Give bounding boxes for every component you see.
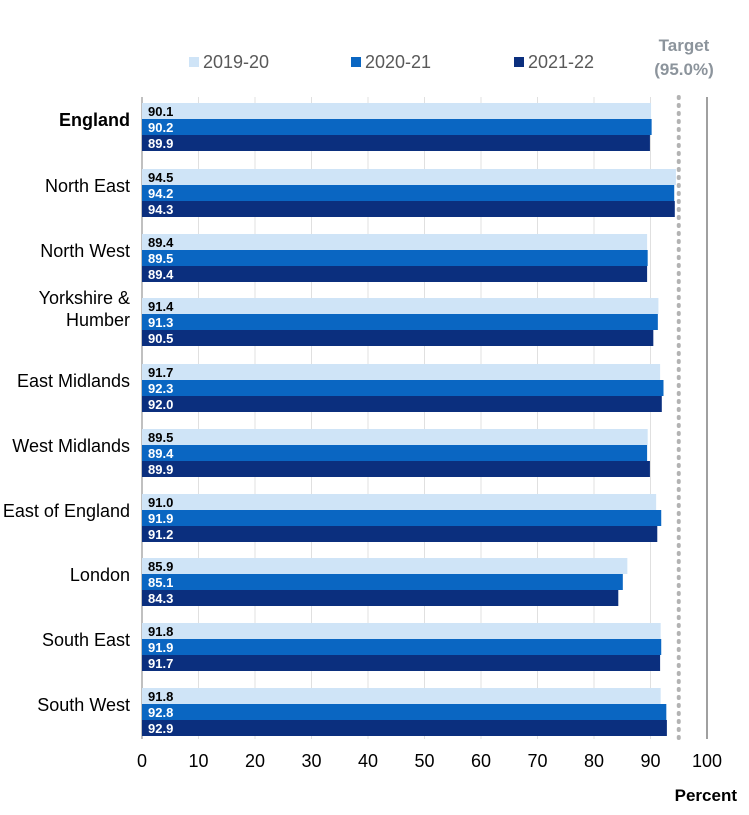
legend-swatch-2020-21 [351, 57, 361, 67]
value-label-west-midlands-2021-22: 89.9 [148, 462, 173, 477]
bar-east-of-england-2020-21 [142, 510, 662, 526]
x-tick-label-80: 80 [584, 751, 604, 771]
bar-london-2020-21 [142, 574, 623, 590]
value-label-north-east-2020-21: 94.2 [148, 186, 173, 201]
bar-south-east-2019-20 [142, 623, 661, 639]
category-labels: England North East North West Yorkshire &Hu… [3, 110, 130, 715]
category-label-east-of-england: East of England [3, 501, 130, 521]
x-tick-label-50: 50 [414, 751, 434, 771]
bar-east-of-england-2021-22 [142, 526, 658, 542]
bar-london-2021-22 [142, 590, 619, 606]
value-label-south-west-2021-22: 92.9 [148, 721, 173, 736]
bar-south-west-2020-21 [142, 704, 667, 720]
category-label-england: England [59, 110, 130, 130]
bar-london-2019-20 [142, 558, 628, 574]
bar-england-2021-22 [142, 135, 650, 151]
value-label-north-west-2021-22: 89.4 [148, 267, 174, 282]
value-label-north-west-2020-21: 89.5 [148, 251, 173, 266]
value-label-england-2021-22: 89.9 [148, 136, 173, 151]
value-label-east-midlands-2019-20: 91.7 [148, 365, 173, 380]
target-label: Target (95.0%) [654, 36, 714, 79]
legend-label-2019-20: 2019-20 [203, 52, 269, 72]
bar-yorkshire-humber-2020-21 [142, 314, 658, 330]
target-label-line-2: (95.0%) [654, 60, 714, 79]
legend-label-2020-21: 2020-21 [365, 52, 431, 72]
bar-north-east-2019-20 [142, 169, 676, 185]
value-label-london-2021-22: 84.3 [148, 591, 173, 606]
bar-england-2019-20 [142, 103, 652, 119]
value-label-east-of-england-2020-21: 91.9 [148, 511, 173, 526]
legend-label-2021-22: 2021-22 [528, 52, 594, 72]
bar-south-west-2021-22 [142, 720, 667, 736]
value-label-england-2019-20: 90.1 [148, 104, 173, 119]
value-label-east-of-england-2019-20: 91.0 [148, 495, 173, 510]
x-tick-label-90: 90 [640, 751, 660, 771]
value-label-west-midlands-2019-20: 89.5 [148, 430, 173, 445]
bar-north-west-2019-20 [142, 234, 648, 250]
category-label-south-east: South East [42, 630, 130, 650]
category-label-west-midlands: West Midlands [12, 436, 130, 456]
bar-north-east-2020-21 [142, 185, 675, 201]
value-label-yorkshire-humber-2021-22: 90.5 [148, 331, 173, 346]
value-label-south-east-2019-20: 91.8 [148, 624, 173, 639]
category-label-yorkshire-humber-line-1: Yorkshire & [39, 288, 130, 308]
x-tick-label-0: 0 [137, 751, 147, 771]
legend-swatch-2019-20 [189, 57, 199, 67]
bar-south-east-2020-21 [142, 639, 662, 655]
value-label-south-west-2020-21: 92.8 [148, 705, 173, 720]
value-label-west-midlands-2020-21: 89.4 [148, 446, 174, 461]
bar-south-west-2019-20 [142, 688, 661, 704]
x-tick-label-20: 20 [245, 751, 265, 771]
category-label-london: London [70, 565, 130, 585]
value-label-yorkshire-humber-2020-21: 91.3 [148, 315, 173, 330]
bar-east-midlands-2021-22 [142, 396, 662, 412]
bar-east-midlands-2019-20 [142, 364, 661, 380]
x-tick-labels: 0 10 20 30 40 50 60 70 80 90 100 [137, 751, 722, 771]
value-label-yorkshire-humber-2019-20: 91.4 [148, 299, 174, 314]
bar-north-west-2021-22 [142, 266, 648, 282]
value-label-east-midlands-2021-22: 92.0 [148, 397, 173, 412]
x-tick-label-10: 10 [188, 751, 208, 771]
x-tick-label-40: 40 [358, 751, 378, 771]
bar-england-2020-21 [142, 119, 652, 135]
value-label-london-2020-21: 85.1 [148, 575, 173, 590]
value-label-south-east-2021-22: 91.7 [148, 656, 173, 671]
x-tick-label-60: 60 [471, 751, 491, 771]
bar-south-east-2021-22 [142, 655, 661, 671]
bar-west-midlands-2020-21 [142, 445, 648, 461]
bar-west-midlands-2019-20 [142, 429, 648, 445]
target-label-line-1: Target [659, 36, 710, 55]
value-label-london-2019-20: 85.9 [148, 559, 173, 574]
category-label-north-east: North East [45, 176, 130, 196]
x-tick-label-100: 100 [692, 751, 722, 771]
value-label-england-2020-21: 90.2 [148, 120, 173, 135]
category-label-south-west: South West [37, 695, 130, 715]
bar-north-west-2020-21 [142, 250, 648, 266]
x-tick-label-30: 30 [301, 751, 321, 771]
x-tick-label-70: 70 [527, 751, 547, 771]
legend: 2019-20 2020-21 2021-22 [189, 52, 594, 72]
category-label-east-midlands: East Midlands [17, 371, 130, 391]
bar-east-midlands-2020-21 [142, 380, 664, 396]
bar-yorkshire-humber-2019-20 [142, 298, 659, 314]
value-label-north-west-2019-20: 89.4 [148, 235, 174, 250]
category-label-yorkshire-humber-line-2: Humber [66, 310, 130, 330]
value-label-south-west-2019-20: 91.8 [148, 689, 173, 704]
x-axis-title: Percent [675, 786, 738, 805]
value-label-north-east-2021-22: 94.3 [148, 202, 173, 217]
bar-yorkshire-humber-2021-22 [142, 330, 654, 346]
value-label-east-of-england-2021-22: 91.2 [148, 527, 173, 542]
value-labels: 90.190.289.994.594.294.389.489.589.491.4… [148, 104, 174, 736]
value-label-south-east-2020-21: 91.9 [148, 640, 173, 655]
bar-west-midlands-2021-22 [142, 461, 650, 477]
bar-east-of-england-2019-20 [142, 494, 657, 510]
category-label-north-west: North West [40, 241, 130, 261]
legend-swatch-2021-22 [514, 57, 524, 67]
value-label-east-midlands-2020-21: 92.3 [148, 381, 173, 396]
bars [142, 103, 676, 736]
value-label-north-east-2019-20: 94.5 [148, 170, 173, 185]
bar-north-east-2021-22 [142, 201, 675, 217]
